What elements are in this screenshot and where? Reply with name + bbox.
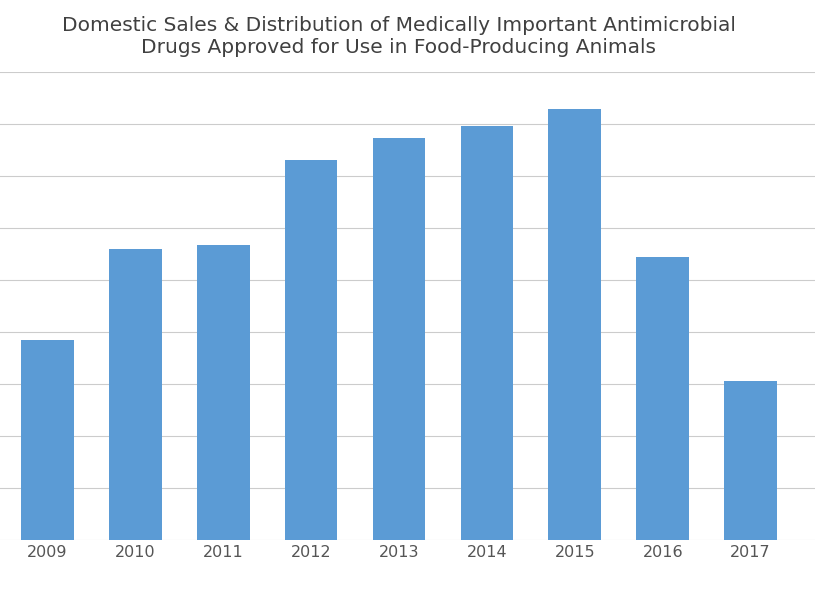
Bar [724, 382, 777, 540]
Bar [109, 249, 161, 540]
Bar [460, 126, 513, 540]
Bar [197, 245, 249, 540]
Title: Domestic Sales & Distribution of Medically Important Antimicrobial
Drugs Approve: Domestic Sales & Distribution of Medical… [62, 16, 736, 56]
Bar [637, 257, 689, 540]
Bar [549, 109, 601, 540]
Bar [21, 340, 74, 540]
Bar [373, 139, 425, 540]
Bar [285, 160, 338, 540]
